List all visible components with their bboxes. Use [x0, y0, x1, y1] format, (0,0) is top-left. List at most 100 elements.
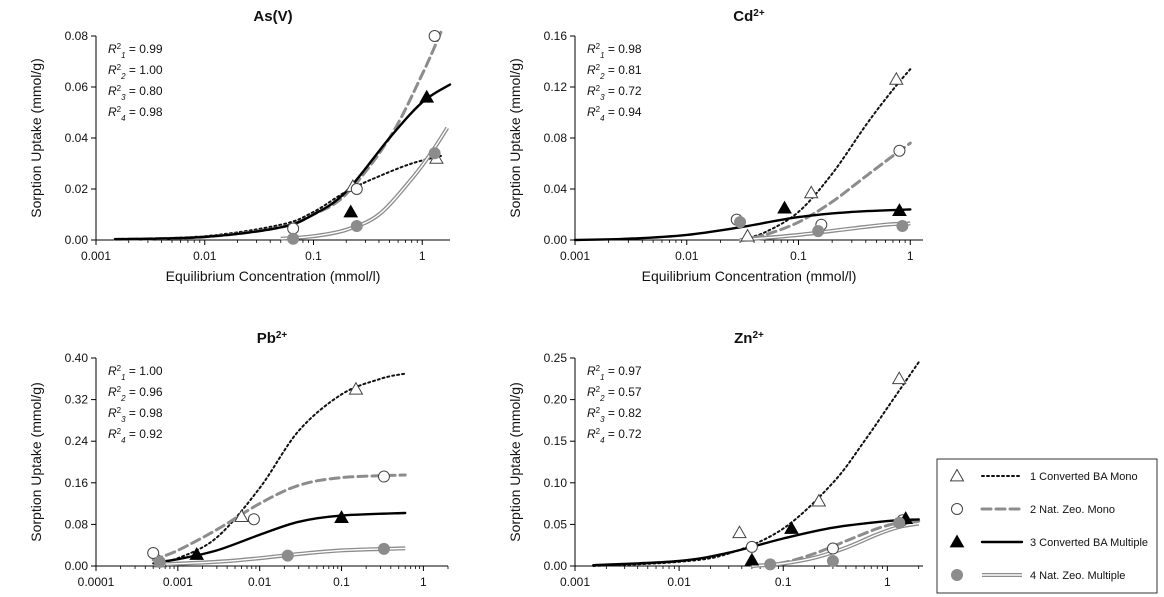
series-2-curve — [151, 473, 407, 562]
series-2-point — [247, 513, 260, 526]
y-tick-label: 0.15 — [544, 434, 568, 448]
r2-annotation: R23 = 0.80 — [108, 84, 163, 102]
x-tick-label: 0.01 — [675, 249, 699, 263]
y-tick-label: 0.00 — [65, 559, 89, 573]
legend-marker-1 — [949, 468, 965, 482]
y-tick-label: 0.08 — [544, 131, 568, 145]
x-tick-label: 0.001 — [560, 575, 590, 589]
series-3-point — [334, 510, 349, 524]
r2-annotation: R24 = 0.92 — [108, 427, 163, 445]
legend-label-2: 2 Nat. Zeo. Mono — [1030, 504, 1115, 516]
y-tick-label: 0.00 — [65, 233, 89, 247]
y-tick-label: 0.16 — [544, 29, 568, 43]
series-2-curve — [738, 141, 912, 242]
series-3-point — [777, 200, 792, 214]
y-tick-label: 0.40 — [65, 351, 89, 365]
x-axis-label: Equilibrium Concentration (mmol/l) — [642, 268, 857, 284]
legend-label-4: 4 Nat. Zeo. Multiple — [1030, 570, 1125, 582]
series-1-point — [891, 371, 907, 385]
x-tick-label: 1 — [907, 249, 914, 263]
legend-marker-2 — [951, 503, 963, 515]
x-tick-label: 1 — [420, 575, 427, 589]
x-axis-label: Equilibrium Concentration (mmol/l) — [165, 594, 380, 597]
series-1-point — [234, 509, 249, 522]
series-2-point — [147, 547, 160, 559]
y-tick-label: 0.25 — [544, 351, 568, 365]
y-tick-label: 0.04 — [544, 182, 568, 196]
series-1-point — [732, 525, 747, 539]
series-2-point — [350, 183, 363, 195]
panel-title: As(V) — [253, 8, 292, 25]
x-tick-label: 0.001 — [81, 249, 111, 263]
y-tick-label: 0.12 — [544, 80, 568, 94]
r2-annotation: R22 = 0.81 — [587, 63, 642, 81]
series-1-point — [348, 381, 364, 395]
series-3-point — [419, 89, 435, 103]
panel-2: 0.00 0.08 0.16 0.24 0.32 0.40 0.0001 0.001 0.01 0… — [28, 330, 449, 597]
series-4-point — [287, 232, 300, 245]
r2-annotation: R24 = 0.72 — [587, 427, 642, 445]
y-tick-label: 0.08 — [65, 29, 89, 43]
r2-annotation: R21 = 0.99 — [108, 42, 163, 60]
y-tick-label: 0.00 — [544, 559, 568, 573]
r2-annotation: R22 = 0.57 — [587, 385, 642, 403]
series-4-point — [428, 147, 441, 160]
series-4-point — [812, 225, 825, 238]
series-3-point — [892, 203, 907, 217]
series-1-point — [811, 493, 827, 507]
series-4-point — [734, 216, 747, 229]
y-tick-label: 0.16 — [65, 476, 89, 490]
y-axis-label: Sorption Uptake (mmol/g) — [507, 58, 523, 218]
x-tick-label: 0.01 — [193, 249, 217, 263]
series-2-point — [287, 222, 300, 235]
series-1-point — [740, 228, 755, 242]
y-tick-label: 0.08 — [65, 517, 89, 531]
panel-title: Zn2+ — [734, 330, 764, 348]
r2-annotation: R23 = 0.72 — [587, 84, 642, 102]
y-axis-label: Sorption Uptake (mmol/g) — [28, 382, 44, 542]
panel-1: 0.00 0.04 0.08 0.12 0.16 0.001 0.01 0.1 1 Cd2+ Equ… — [507, 8, 923, 284]
y-tick-label: 0.32 — [65, 393, 89, 407]
r2-annotation: R24 = 0.98 — [108, 105, 163, 123]
panel-3: 0.00 0.05 0.10 0.15 0.20 0.25 0.001 0.01 0.1 1 Zn2… — [507, 330, 923, 597]
y-tick-label: 0.06 — [65, 80, 89, 94]
x-axis-label: Equilibrium Concentration (mmol/l) — [642, 594, 857, 597]
legend: 1 Converted BA Mono 2 Nat. Zeo. Mono 3 Con… — [936, 458, 1158, 594]
y-tick-label: 0.20 — [544, 393, 568, 407]
y-tick-label: 0.24 — [65, 434, 89, 448]
x-tick-label: 0.1 — [305, 249, 322, 263]
series-4-point — [377, 542, 390, 555]
r2-annotation: R24 = 0.94 — [587, 105, 642, 123]
x-axis-label: Equilibrium Concentration (mmol/l) — [166, 268, 381, 284]
y-tick-label: 0.04 — [65, 131, 89, 145]
series-4-point — [826, 555, 839, 568]
panel-title: Pb2+ — [257, 330, 288, 348]
r2-annotation: R22 = 0.96 — [108, 385, 163, 403]
series-4-curve-inner — [159, 547, 406, 566]
series-2-point — [893, 144, 906, 157]
series-4-point — [153, 555, 166, 568]
x-tick-label: 0.01 — [667, 575, 691, 589]
series-1-point — [888, 71, 904, 85]
y-tick-label: 0.05 — [544, 517, 568, 531]
x-tick-label: 0.1 — [333, 575, 350, 589]
x-tick-label: 0.1 — [790, 249, 807, 263]
panel-0: 0.00 0.02 0.04 0.06 0.08 0.001 0.01 0.1 1 As(V) Eq… — [28, 8, 452, 284]
r2-annotation: R23 = 0.98 — [108, 406, 163, 424]
series-2-point — [377, 470, 390, 483]
r2-annotation: R22 = 1.00 — [108, 63, 163, 81]
series-1-curve — [152, 372, 407, 565]
legend-label-3: 3 Converted BA Multiple — [1030, 537, 1148, 549]
series-4-point — [764, 558, 777, 571]
y-axis-label: Sorption Uptake (mmol/g) — [507, 382, 523, 542]
legend-marker-4 — [951, 569, 963, 581]
series-1-point — [803, 185, 819, 199]
x-tick-label: 0.001 — [560, 249, 590, 263]
x-tick-label: 0.01 — [248, 575, 272, 589]
legend-box — [936, 458, 1158, 594]
series-2-point — [745, 540, 758, 553]
series-3-curve — [113, 83, 452, 241]
r2-annotation: R21 = 0.97 — [587, 364, 642, 382]
series-2-point — [826, 542, 839, 555]
